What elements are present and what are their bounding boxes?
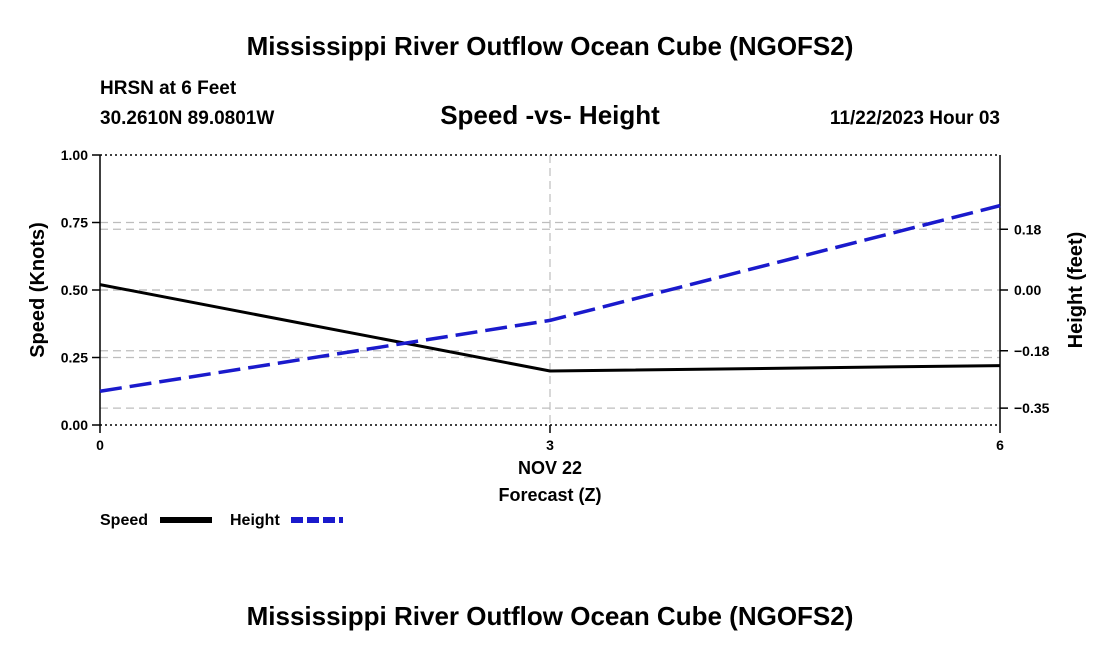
y-tick-label: 0.50 [61, 282, 88, 298]
grid [100, 155, 1000, 425]
x-tick-label: 3 [546, 437, 554, 453]
y-tick-label: 1.00 [61, 147, 88, 163]
x-tick-label: 0 [96, 437, 104, 453]
y2-tick-label: 0.18 [1014, 221, 1041, 237]
station-label: HRSN at 6 Feet [100, 78, 237, 99]
legend: Speed Height [100, 512, 343, 529]
page-title-repeat: Mississippi River Outflow Ocean Cube (NG… [247, 601, 854, 631]
x-axis-label: Forecast (Z) [498, 485, 601, 505]
legend-label-speed: Speed [100, 512, 148, 529]
series-line-height [99, 203, 1001, 393]
y-tick-label: 0.75 [61, 215, 88, 231]
y2-tick-label: −0.18 [1014, 343, 1050, 359]
chart-title: Speed -vs- Height [440, 100, 660, 130]
y-tick-label: 0.00 [61, 417, 88, 433]
series [99, 203, 1001, 393]
datetime-label: 11/22/2023 Hour 03 [830, 108, 1000, 129]
x-tick-label: 6 [996, 437, 1004, 453]
y-axis-label: Speed (Knots) [27, 222, 49, 358]
y2-tick-label: −0.35 [1014, 400, 1050, 416]
y2-axis-label: Height (feet) [1065, 232, 1087, 349]
y2-tick-label: 0.00 [1014, 282, 1041, 298]
coords-label: 30.2610N 89.0801W [100, 108, 274, 129]
series-line-speed [99, 283, 1001, 373]
page-title: Mississippi River Outflow Ocean Cube (NG… [247, 31, 854, 61]
y-tick-label: 0.25 [61, 350, 88, 366]
legend-label-height: Height [230, 512, 280, 529]
tick-labels: 0.00 0.25 0.50 0.75 1.00 −0.35 −0.18 0.00 0.18 0 3… [61, 147, 1050, 453]
x-date-label: NOV 22 [518, 458, 582, 478]
